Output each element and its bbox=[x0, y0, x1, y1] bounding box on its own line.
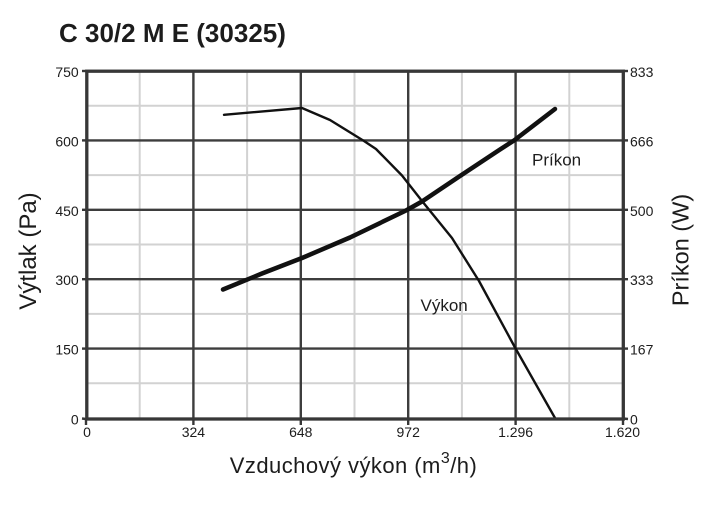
svg-text:0: 0 bbox=[630, 412, 638, 428]
svg-text:300: 300 bbox=[55, 272, 79, 288]
svg-text:Príkon (W): Príkon (W) bbox=[668, 194, 694, 306]
svg-text:666: 666 bbox=[630, 133, 654, 149]
svg-text:C 30/2 M E (30325): C 30/2 M E (30325) bbox=[59, 18, 286, 48]
svg-text:0: 0 bbox=[83, 424, 91, 440]
svg-text:324: 324 bbox=[182, 424, 206, 440]
svg-text:Výkon: Výkon bbox=[421, 296, 468, 315]
svg-text:500: 500 bbox=[630, 203, 654, 219]
svg-text:0: 0 bbox=[71, 412, 79, 428]
svg-text:450: 450 bbox=[55, 203, 79, 219]
svg-text:1.296: 1.296 bbox=[498, 424, 533, 440]
svg-text:Výtlak (Pa): Výtlak (Pa) bbox=[15, 192, 42, 309]
svg-text:972: 972 bbox=[397, 424, 421, 440]
svg-text:Príkon: Príkon bbox=[532, 151, 581, 170]
svg-text:167: 167 bbox=[630, 342, 654, 358]
svg-text:750: 750 bbox=[55, 64, 79, 80]
svg-text:Vzduchový výkon (m3/h): Vzduchový výkon (m3/h) bbox=[230, 450, 477, 478]
svg-text:1.620: 1.620 bbox=[605, 424, 640, 440]
svg-text:648: 648 bbox=[289, 424, 313, 440]
svg-text:333: 333 bbox=[630, 272, 654, 288]
svg-text:150: 150 bbox=[55, 342, 79, 358]
svg-text:833: 833 bbox=[630, 64, 654, 80]
svg-text:600: 600 bbox=[55, 133, 79, 149]
